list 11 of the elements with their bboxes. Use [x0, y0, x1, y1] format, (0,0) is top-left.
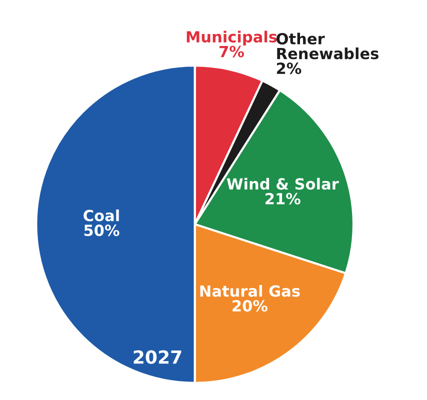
slice-label: Municipals [186, 30, 277, 46]
slice-label: Other Renewables [276, 32, 378, 60]
data-label: 20% [232, 300, 268, 312]
slice-label: Coal [84, 209, 119, 222]
text: 2027 [134, 350, 182, 364]
data-label: 50% [84, 224, 120, 236]
data-label: 21% [266, 192, 300, 204]
slice-label: Wind & Solar [226, 178, 339, 190]
data-label: 7% [220, 46, 244, 58]
data-label: 2% [276, 62, 302, 74]
slice-label: Natural Gas [200, 284, 300, 297]
